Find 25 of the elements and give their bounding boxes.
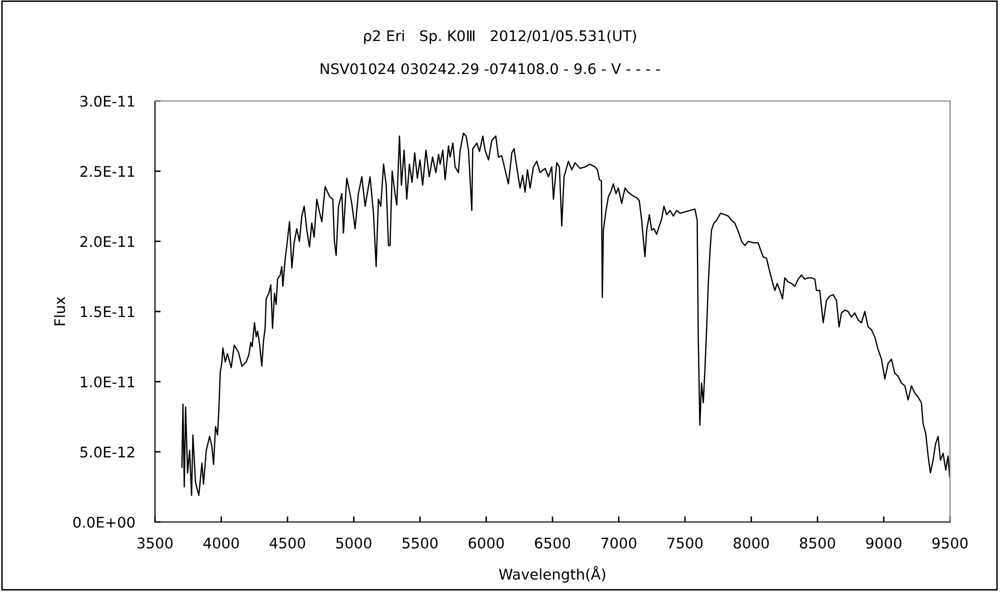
x-tick-label: 9000 <box>866 538 902 549</box>
x-tick-label: 7000 <box>601 538 636 549</box>
chart-subtitle: NSV01024 030242.29 -074108.0 - 9.6 - V - - - - <box>320 63 660 74</box>
x-tick-label: 3500 <box>138 538 173 549</box>
x-tick-label: 6500 <box>534 538 570 549</box>
chart-title: ρ2 Eri Sp. K0Ⅲ 2012/01/05.531(UT) <box>364 30 636 44</box>
x-axis-title: Wavelength(Å) <box>499 566 606 583</box>
x-tick-label: 8500 <box>800 538 836 549</box>
y-tick-label: 2.5E-11 <box>80 166 134 177</box>
y-tick-label: 3.0E-11 <box>80 96 134 107</box>
y-tick-label: 2.0E-11 <box>80 236 134 248</box>
line-series <box>181 132 950 496</box>
y-tick-label: 1.5E-11 <box>80 306 134 318</box>
y-tick-label: 0.0E+00 <box>73 516 135 528</box>
x-tick-label: 9500 <box>932 538 968 549</box>
y-tick-label: 1.0E-11 <box>80 376 134 388</box>
x-tick-label: 5500 <box>402 538 438 549</box>
y-tick-label: 5.0E-12 <box>80 446 134 458</box>
x-tick-label: 7500 <box>668 538 703 549</box>
x-tick-label: 5000 <box>336 538 372 549</box>
x-tick-label: 6000 <box>468 538 504 549</box>
y-axis-title: Flux <box>54 296 66 326</box>
x-tick-label: 4500 <box>270 538 306 549</box>
x-tick-label: 8000 <box>734 538 769 549</box>
x-tick-label: 4000 <box>203 538 239 549</box>
